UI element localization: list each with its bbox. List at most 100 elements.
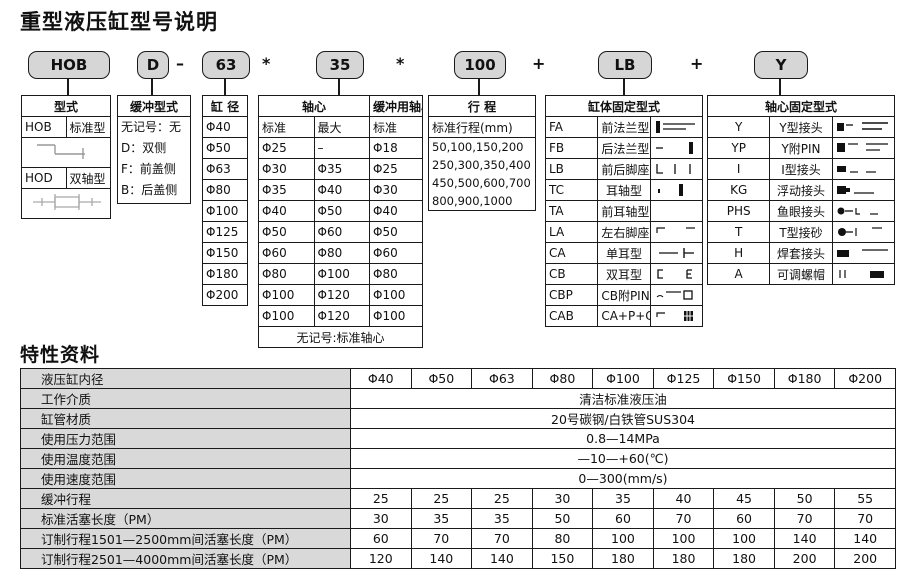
spec-value: 25 <box>350 488 412 509</box>
trunnion-icon <box>649 179 704 201</box>
front-flange-icon <box>649 116 704 138</box>
rod-std: Φ25 <box>258 137 315 159</box>
spec-value: Φ50 <box>410 368 473 389</box>
spec-label: 订制行程2501—4000mm间活塞长度（PM） <box>20 548 351 569</box>
code-box-type: HOB <box>28 51 110 79</box>
stroke-line: 800,900,1000 <box>432 194 513 208</box>
code-box-body-mount: LB <box>598 51 652 79</box>
mount-code: LB <box>544 158 599 180</box>
connector-line <box>478 79 480 95</box>
bore-value: Φ200 <box>202 284 248 306</box>
spec-value: 200 <box>773 548 836 569</box>
side-foot-icon <box>649 221 704 243</box>
spec-value: 60 <box>592 508 654 529</box>
rod-mount-code: H <box>706 242 771 264</box>
single-clevis-icon <box>649 242 704 264</box>
body-mount-header: 缸体固定型式 <box>545 95 703 117</box>
rod-max: Φ60 <box>313 221 370 243</box>
mount-code: CA <box>544 242 599 264</box>
rod-col-header: 标准 <box>369 116 423 138</box>
spec-value: 50 <box>531 508 594 529</box>
cushion-rod-std: Φ50 <box>369 221 423 243</box>
weld-sleeve-icon <box>831 242 896 264</box>
spec-value: 55 <box>834 488 896 509</box>
spec-value: 180 <box>592 548 654 569</box>
spec-value: Φ63 <box>471 368 533 389</box>
spec-value: 70 <box>834 508 896 529</box>
spec-value: 50 <box>773 488 836 509</box>
spec-value: 30 <box>350 508 412 529</box>
rod-max: Φ40 <box>313 179 370 201</box>
table-row: 缸管材质 20号碳钢/白铁管SUS304 <box>20 408 896 429</box>
spec-merged-value: 20号碳钢/白铁管SUS304 <box>350 408 896 429</box>
rod-mount-code: PHS <box>706 200 771 222</box>
table-row: 使用压力范围 0.8—14MPa <box>20 428 896 449</box>
spec-value: 140 <box>410 548 473 569</box>
rear-flange-icon <box>649 137 704 159</box>
connector-line <box>338 79 340 95</box>
mount-name: 双耳型 <box>597 263 651 285</box>
type-table-header: 型式 <box>21 95 111 117</box>
spec-value: Φ200 <box>834 368 896 389</box>
rod-std: Φ80 <box>258 263 315 285</box>
rod-mount-name: Y附PIN <box>769 137 833 159</box>
table-row: 液压缸内径 Φ40 Φ50 Φ63 Φ80 Φ100 Φ125 Φ150 Φ18… <box>20 368 896 389</box>
spec-value: 40 <box>652 488 715 509</box>
bore-value: Φ40 <box>202 116 248 138</box>
cushion-options: 无记号：无 D：双侧 F：前盖侧 B：后盖侧 <box>117 116 191 204</box>
rod-std: Φ40 <box>258 200 315 222</box>
spec-value: 70 <box>471 528 533 549</box>
rod-max: Φ120 <box>313 305 370 327</box>
cushion-rod-std: Φ100 <box>369 305 423 327</box>
cushion-rod-std: Φ80 <box>369 263 423 285</box>
spec-label: 工作介质 <box>20 388 351 409</box>
mount-code: TC <box>544 179 599 201</box>
spec-value: 140 <box>471 548 533 569</box>
spec-value: 100 <box>592 528 654 549</box>
front-trunnion-icon <box>649 200 704 222</box>
page-title: 重型液压缸型号说明 <box>20 10 218 34</box>
code-box-cushion: D <box>137 51 169 79</box>
mount-code: CB <box>544 263 599 285</box>
bore-value: Φ150 <box>202 242 248 264</box>
spec-section-title: 特性资料 <box>20 344 101 366</box>
spec-value: Φ40 <box>350 368 412 389</box>
spec-value: 25 <box>471 488 533 509</box>
spec-value: 25 <box>410 488 473 509</box>
separator-plus-2: + <box>690 54 704 73</box>
spec-label: 使用温度范围 <box>20 448 351 469</box>
spec-value: 100 <box>652 528 715 549</box>
mount-name: 单耳型 <box>597 242 651 264</box>
spec-value: 140 <box>834 528 896 549</box>
stroke-table: 行 程 标准行程(mm) 50,100,150,200 250,300,350,… <box>428 95 536 211</box>
table-row: 订制行程1501—2500mm间活塞长度（PM） 60 70 70 80 100… <box>20 528 896 549</box>
cushion-rod-std: Φ18 <box>369 137 423 159</box>
table-row: 订制行程2501—4000mm间活塞长度（PM） 120 140 140 150… <box>20 548 896 569</box>
bore-value: Φ100 <box>202 200 248 222</box>
spec-table: 液压缸内径 Φ40 Φ50 Φ63 Φ80 Φ100 Φ125 Φ150 Φ18… <box>20 368 896 569</box>
clevis-with-pin-icon <box>649 284 704 306</box>
rod-mount-name: 可调螺帽 <box>769 263 833 285</box>
cushion-table-header: 缓冲型式 <box>117 95 191 117</box>
spec-label: 缸管材质 <box>20 408 351 429</box>
cushion-rod-group-header: 缓冲用轴心 <box>369 95 423 117</box>
spec-label: 使用速度范围 <box>20 468 351 489</box>
spec-value: 140 <box>773 528 836 549</box>
cushion-rod-std: Φ60 <box>369 242 423 264</box>
rod-mount-code: T <box>706 221 771 243</box>
spec-value: Φ100 <box>592 368 654 389</box>
rod-max: – <box>313 137 370 159</box>
rod-mount-table: 轴心固定型式 Y Y型接头 YP Y附PIN I I型接头 KG 浮动接头 PH… <box>706 95 896 285</box>
stroke-line: 50,100,150,200 <box>432 140 524 154</box>
stroke-line: 450,500,600,700 <box>432 176 531 190</box>
spec-value: 180 <box>652 548 715 569</box>
bore-value: Φ125 <box>202 221 248 243</box>
type-code: HOD <box>21 167 67 189</box>
mount-code: FA <box>544 116 599 138</box>
type-name: 标准型 <box>65 116 111 138</box>
rod-std: Φ30 <box>258 158 315 180</box>
spec-value: 180 <box>713 548 775 569</box>
spec-value: 70 <box>773 508 836 529</box>
mount-name: 耳轴型 <box>597 179 651 201</box>
